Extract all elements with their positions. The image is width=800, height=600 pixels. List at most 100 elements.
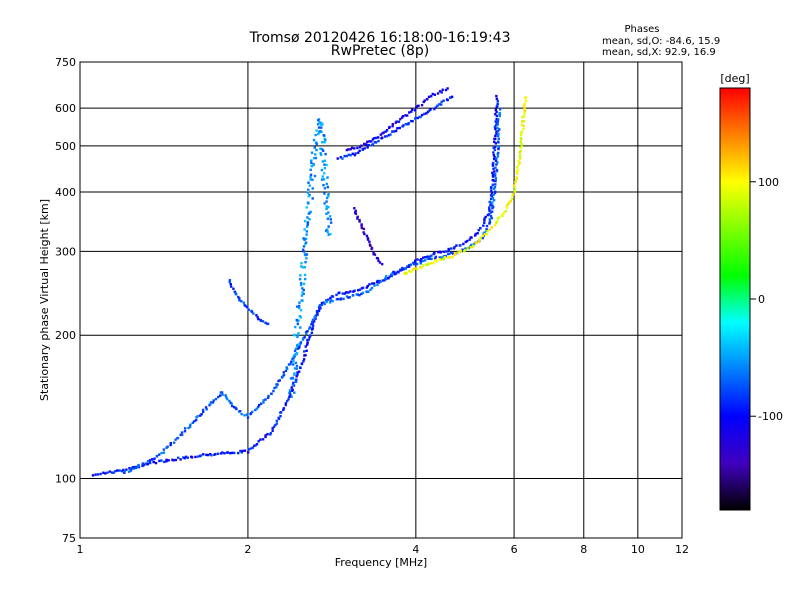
- data-point: [353, 207, 356, 210]
- data-point: [437, 250, 440, 254]
- data-point: [402, 267, 406, 271]
- data-point: [362, 231, 365, 234]
- data-point: [245, 413, 249, 416]
- data-point: [169, 441, 173, 445]
- data-point: [496, 120, 500, 123]
- data-point: [251, 446, 254, 449]
- chart-title: Tromsø 20120426 16:18:00-16:19:43: [249, 30, 511, 46]
- data-point: [350, 146, 354, 150]
- data-point: [209, 402, 212, 406]
- data-point: [322, 183, 325, 187]
- data-point: [294, 380, 298, 384]
- data-point: [358, 220, 361, 223]
- data-point: [423, 259, 427, 262]
- data-point: [336, 157, 339, 160]
- data-point: [426, 255, 429, 258]
- data-point: [134, 466, 138, 470]
- data-point: [297, 370, 301, 373]
- data-point: [295, 318, 298, 322]
- data-point: [523, 102, 526, 106]
- data-point: [434, 106, 438, 109]
- data-point: [274, 423, 277, 427]
- data-point: [262, 399, 265, 402]
- data-point: [327, 233, 330, 236]
- data-point: [520, 133, 523, 137]
- data-point: [322, 134, 325, 137]
- data-point: [106, 471, 109, 474]
- data-point: [96, 473, 100, 476]
- data-point: [275, 422, 279, 425]
- data-point: [491, 171, 494, 175]
- data-point: [490, 210, 494, 213]
- data-point: [347, 153, 351, 157]
- data-point: [421, 259, 425, 263]
- data-point: [329, 232, 332, 236]
- data-point: [439, 103, 443, 106]
- data-point: [141, 464, 144, 468]
- data-point: [494, 137, 497, 140]
- data-point: [377, 280, 381, 283]
- data-point: [435, 260, 439, 263]
- data-point: [301, 287, 304, 290]
- data-point: [521, 116, 524, 119]
- data-point: [238, 297, 241, 300]
- data-point: [250, 310, 254, 314]
- data-point: [356, 293, 360, 296]
- data-point: [305, 253, 309, 256]
- data-point: [347, 148, 350, 151]
- data-point: [302, 282, 306, 286]
- data-point: [488, 222, 491, 225]
- data-point: [522, 127, 525, 131]
- data-point: [495, 220, 499, 223]
- data-point: [374, 141, 378, 144]
- data-point: [420, 103, 424, 107]
- data-point: [256, 405, 260, 409]
- data-point: [489, 197, 493, 201]
- data-point: [524, 96, 528, 99]
- data-point: [493, 186, 497, 189]
- data-point: [357, 151, 360, 154]
- data-point: [385, 129, 389, 132]
- data-point: [360, 226, 364, 230]
- data-point: [292, 356, 295, 359]
- data-point: [228, 280, 231, 284]
- data-point: [491, 204, 494, 207]
- data-point: [408, 264, 411, 267]
- data-point: [358, 145, 362, 149]
- data-point: [229, 285, 233, 288]
- data-point: [287, 398, 290, 401]
- data-point: [325, 182, 329, 186]
- data-point: [183, 427, 187, 430]
- data-point: [393, 273, 396, 276]
- data-point: [486, 229, 489, 233]
- data-point: [335, 293, 338, 297]
- data-point: [353, 289, 356, 292]
- data-point: [415, 105, 418, 108]
- data-point: [290, 386, 293, 389]
- data-point: [385, 135, 388, 138]
- data-point: [366, 238, 370, 241]
- data-point: [118, 469, 121, 472]
- data-point: [508, 201, 511, 204]
- data-point: [496, 126, 499, 130]
- data-point: [301, 248, 305, 251]
- data-point: [298, 304, 301, 308]
- data-point: [387, 134, 391, 137]
- data-point: [304, 237, 308, 241]
- colorbar-ticks: 100 0 -100: [750, 176, 783, 423]
- data-point: [311, 197, 314, 200]
- data-point: [451, 255, 454, 259]
- data-point: [519, 136, 523, 140]
- data-point: [433, 257, 437, 260]
- data-point: [303, 228, 306, 231]
- data-point: [496, 161, 499, 164]
- data-point: [427, 262, 430, 265]
- data-point: [492, 146, 495, 150]
- data-point: [489, 194, 493, 197]
- data-point: [427, 109, 431, 113]
- data-point: [348, 296, 351, 299]
- data-point: [455, 244, 458, 247]
- data-point: [291, 376, 294, 380]
- data-point: [321, 160, 325, 163]
- data-point: [307, 338, 311, 341]
